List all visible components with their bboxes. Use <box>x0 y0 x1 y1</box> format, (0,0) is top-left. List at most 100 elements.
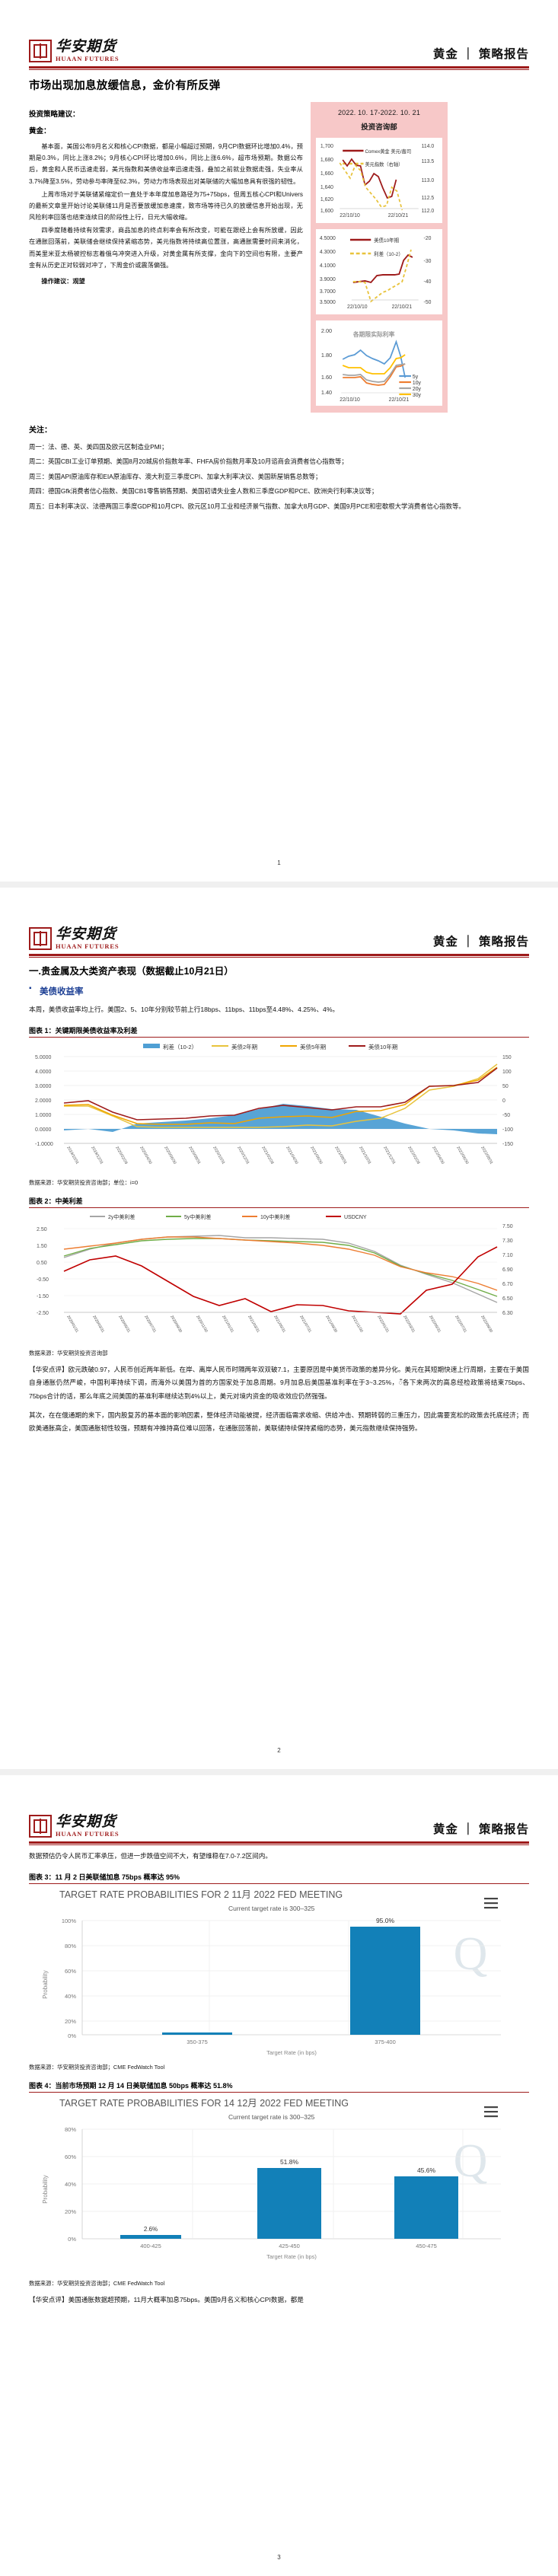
svg-text:1.50: 1.50 <box>37 1244 47 1249</box>
svg-text:Target Rate (in bps): Target Rate (in bps) <box>266 2049 317 2056</box>
company-logo-2: 华安期货 HUAAN FUTURES <box>29 927 119 950</box>
svg-text:22/10/10: 22/10/10 <box>340 213 360 218</box>
svg-text:1.40: 1.40 <box>321 389 332 396</box>
svg-text:1,600: 1,600 <box>320 209 333 214</box>
bar-label-450-475: 45.6% <box>417 2166 436 2174</box>
mini-chart-2-svg: 4.5000 4.3000 4.1000 3.9000 3.7000 3.500… <box>320 236 432 310</box>
figure-3-box: TARGET RATE PROBABILITIES FOR 2 11月 2022… <box>29 1886 529 2061</box>
bar-label-425-450: 51.8% <box>280 2158 299 2166</box>
figure-3-source: 数据来源：华安期货投资咨询部；CME FedWatch Tool <box>29 2064 165 2071</box>
svg-text:0.0000: 0.0000 <box>35 1127 52 1133</box>
page1-right-panel: 2022. 10. 17-2022. 10. 21 投资咨询部 1,700 1,… <box>311 102 448 413</box>
huaan-logo-icon <box>29 1815 52 1838</box>
svg-text:-100: -100 <box>502 1127 513 1133</box>
svg-text:-1.50: -1.50 <box>37 1294 49 1299</box>
figure-2-chart: 2y中美利差 5y中美利差 10y中美利差 USDCNY 2.50 1.50 0… <box>29 1210 529 1347</box>
svg-text:6.70: 6.70 <box>502 1282 513 1287</box>
svg-text:22/10/21: 22/10/21 <box>389 397 410 403</box>
svg-text:0%: 0% <box>68 2236 76 2243</box>
focus-item-friday: 周五：日本利率决议、法德两国三季度GDP和10月CPI、欧元区10月工业和经济景… <box>29 502 465 510</box>
logo-chinese-name: 华安期货 <box>56 926 117 943</box>
svg-text:2y中美利差: 2y中美利差 <box>108 1213 135 1220</box>
svg-text:100%: 100% <box>62 1918 77 1924</box>
svg-text:Comex黄金 美元/盎司: Comex黄金 美元/盎司 <box>365 148 411 155</box>
logo-chinese-name: 华安期货 <box>56 1814 117 1831</box>
svg-text:Probability: Probability <box>42 1971 49 1999</box>
huaan-logo-icon <box>29 927 52 950</box>
svg-text:3.5000: 3.5000 <box>320 300 336 305</box>
svg-text:100: 100 <box>502 1070 512 1075</box>
svg-text:40%: 40% <box>65 1993 76 2000</box>
svg-text:2.00: 2.00 <box>321 327 332 334</box>
figure-4-title: 图表 4：当前市场预期 12 月 14 日美联储加息 50bps 概率达 51.… <box>29 2080 529 2093</box>
figure-4-box: TARGET RATE PROBABILITIES FOR 14 12月 202… <box>29 2094 529 2278</box>
svg-text:Target Rate (in bps): Target Rate (in bps) <box>266 2253 317 2260</box>
svg-text:4.0000: 4.0000 <box>35 1070 52 1075</box>
svg-text:60%: 60% <box>65 1968 76 1975</box>
mini-chart-1-svg: 1,700 1,680 1,660 1,640 1,620 1,600 114.… <box>320 144 435 218</box>
figure-3-title: 图表 3：11 月 2 日美联储加息 75bps 概率达 95% <box>29 1872 529 1885</box>
header-divider <box>29 66 529 70</box>
header-divider-2 <box>29 954 529 958</box>
svg-text:7.10: 7.10 <box>502 1253 513 1258</box>
bar-400-425 <box>120 2235 181 2240</box>
svg-text:22/10/10: 22/10/10 <box>340 397 360 403</box>
huaan-comment-2: 其次，在在俄通期的来下，国内股复苏的基本面的影响因素，整体经济动能被提，经济面临… <box>29 1411 529 1432</box>
svg-text:4.3000: 4.3000 <box>320 250 336 255</box>
svg-text:-50: -50 <box>502 1113 510 1118</box>
logo-english-name: HUAAN FUTURES <box>56 55 120 63</box>
svg-text:30y: 30y <box>413 393 422 398</box>
svg-text:-2.50: -2.50 <box>37 1311 49 1316</box>
svg-text:20%: 20% <box>65 2018 76 2025</box>
svg-text:20y: 20y <box>413 387 422 392</box>
svg-text:22/10/10: 22/10/10 <box>347 304 368 310</box>
huaan-logo-icon <box>29 40 52 62</box>
svg-text:50: 50 <box>502 1084 509 1089</box>
section-heading-1: 一.贵金属及大类资产表现（数据截止10月21日） <box>29 966 234 977</box>
chart-menu-icon <box>484 2106 498 2118</box>
mini-chart-comex-gold-dollar-index: 1,700 1,680 1,660 1,640 1,620 1,600 114.… <box>316 138 442 223</box>
operation-advice: 操作建议：观望 <box>41 277 85 285</box>
company-logo: 华安期货 HUAAN FUTURES <box>29 40 119 62</box>
figure-3-chart: TARGET RATE PROBABILITIES FOR 2 11月 2022… <box>29 1886 529 2061</box>
huaan-comment-1: 【华安点评】欧元跌破0.97，人民币创近两年新低。在岸、离岸人民币时隔两年双双破… <box>29 1366 529 1400</box>
bar-425-450 <box>257 2168 321 2240</box>
svg-text:-30: -30 <box>424 259 432 264</box>
figure-1-chart: 利差（10-2） 美债2年期 美债5年期 美债10年期 5.0000 4.000… <box>29 1039 529 1177</box>
svg-text:22/10/21: 22/10/21 <box>392 304 413 310</box>
focus-item-thursday: 周四：德国Gfk消费者信心指数、美国CB1零售销售预期、美国初请失业金人数和三季… <box>29 487 378 496</box>
svg-text:1,620: 1,620 <box>320 197 333 202</box>
svg-text:利差（10-2）: 利差（10-2） <box>374 250 403 257</box>
svg-text:375-400: 375-400 <box>375 2039 396 2045</box>
chart-menu-icon <box>484 1898 498 1909</box>
page-title: 市场出现加息放缓信息，金价有所反弹 <box>29 80 221 92</box>
svg-text:80%: 80% <box>65 1943 76 1950</box>
svg-text:-20: -20 <box>424 236 432 241</box>
svg-text:各期限实际利率: 各期限实际利率 <box>352 330 395 338</box>
header-report-type: 黄金 ｜ 策略报告 <box>432 48 529 61</box>
paragraph-3: 四季度随着持续有效需求，商品加息的终点利率会有所改变，可能在跟经上会有所放缓，因… <box>29 227 303 269</box>
bar-450-475 <box>394 2176 458 2240</box>
svg-text:-50: -50 <box>424 300 432 305</box>
paragraph-1: 基本面，美国公布9月名义和核心CPI数据，都是小幅超过预期，9月CPI数据环比增… <box>29 143 303 185</box>
huaan-comment-3: 【华安点评】美国通胀数据超预期，11月大概率加息75bps。美国9月名义和核心C… <box>29 2296 304 2304</box>
svg-text:112.5: 112.5 <box>422 196 435 201</box>
header-report-type: 黄金 ｜ 策略报告 <box>432 936 529 948</box>
paragraph-2: 上周市场对于美联储紧缩定价一直处于本年度加息路径为75+75bps，但周五核心C… <box>29 190 303 222</box>
strategy-label: 投资策略建议： <box>29 110 80 119</box>
svg-text:5y: 5y <box>413 375 419 380</box>
svg-text:美债10年期: 美债10年期 <box>368 1043 397 1050</box>
logo-english-name: HUAAN FUTURES <box>56 942 120 951</box>
svg-text:2.50: 2.50 <box>37 1227 47 1232</box>
document-header-2: 华安期货 HUAAN FUTURES 黄金 ｜ 策略报告 <box>29 888 529 952</box>
svg-text:150: 150 <box>502 1055 512 1060</box>
focus-section-title: 关注： <box>29 426 52 435</box>
page-3: 华安期货 HUAAN FUTURES 黄金 ｜ 策略报告 数据预估仍令人民币汇率… <box>0 1775 558 2576</box>
header-divider-3 <box>29 1841 529 1845</box>
svg-text:2.0000: 2.0000 <box>35 1098 52 1104</box>
svg-text:1.80: 1.80 <box>321 352 332 359</box>
svg-text:美债10年期: 美债10年期 <box>374 237 399 244</box>
svg-text:3.9000: 3.9000 <box>320 277 336 282</box>
svg-text:6.50: 6.50 <box>502 1296 513 1302</box>
logo-chinese-name: 华安期货 <box>56 39 117 56</box>
